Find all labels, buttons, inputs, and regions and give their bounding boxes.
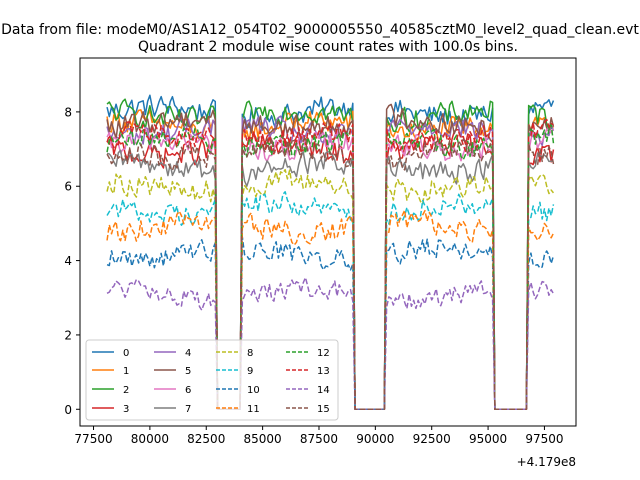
x-tick-label: 80000 — [131, 432, 169, 446]
series-line-14 — [106, 276, 555, 411]
legend-label-3: 3 — [123, 404, 129, 415]
y-tick-label: 8 — [64, 105, 72, 119]
x-tick-label: 95000 — [469, 432, 507, 446]
legend-label-13: 13 — [317, 366, 330, 377]
legend-label-1: 1 — [123, 366, 129, 377]
legend-label-6: 6 — [185, 385, 191, 396]
y-tick-label: 2 — [64, 328, 72, 342]
series-line-8 — [106, 168, 555, 411]
legend-label-7: 7 — [185, 404, 191, 415]
x-tick-label: 90000 — [356, 432, 394, 446]
legend-box — [85, 339, 339, 421]
legend-label-8: 8 — [247, 348, 253, 359]
series-layer — [106, 94, 555, 411]
series-line-5 — [106, 103, 555, 411]
x-tick-label: 97500 — [525, 432, 563, 446]
legend-label-2: 2 — [123, 385, 129, 396]
legend-label-15: 15 — [317, 404, 330, 415]
x-tick-label: 92500 — [413, 432, 451, 446]
series-line-3 — [106, 129, 555, 411]
y-tick-label: 6 — [64, 180, 72, 194]
y-tick-label: 0 — [64, 403, 72, 417]
x-tick-label: 77500 — [74, 432, 112, 446]
figure-suptitle: Data from file: modeM0/AS1A12_054T02_900… — [1, 22, 639, 38]
chart-title: Quadrant 2 module wise count rates with … — [138, 39, 518, 55]
legend-label-0: 0 — [123, 348, 129, 359]
series-line-15 — [106, 135, 555, 411]
legend-label-9: 9 — [247, 366, 253, 377]
x-tick-label: 87500 — [300, 432, 338, 446]
series-line-10 — [106, 236, 555, 411]
x-tick-label: 82500 — [187, 432, 225, 446]
series-line-13 — [106, 118, 554, 411]
plot-frame — [79, 57, 577, 427]
series-line-11 — [106, 209, 555, 411]
series-line-2 — [106, 98, 554, 411]
series-line-1 — [106, 109, 554, 411]
legend-label-14: 14 — [317, 385, 330, 396]
axes-layer: 77500 80000 82500 85000 87500 90000 92500 95000… — [64, 105, 563, 446]
legend-label-10: 10 — [247, 385, 260, 396]
y-tick-label: 4 — [64, 254, 72, 268]
legend-label-5: 5 — [185, 366, 191, 377]
series-line-9 — [106, 191, 555, 411]
legend-label-12: 12 — [317, 348, 330, 359]
x-axis-offset-text: +4.179e8 — [517, 455, 576, 469]
x-tick-label: 85000 — [244, 432, 282, 446]
series-line-0 — [106, 94, 555, 411]
legend-label-4: 4 — [185, 348, 191, 359]
legend-label-11: 11 — [247, 404, 260, 415]
